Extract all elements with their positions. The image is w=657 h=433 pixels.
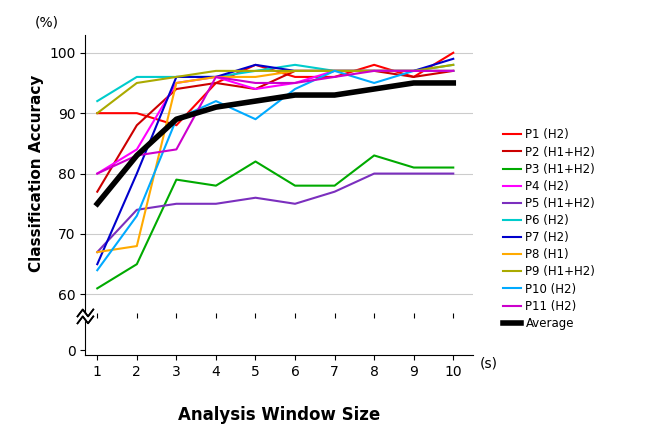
Legend: P1 (H2), P2 (H1+H2), P3 (H1+H2), P4 (H2), P5 (H1+H2), P6 (H2), P7 (H2), P8 (H1),: P1 (H2), P2 (H1+H2), P3 (H1+H2), P4 (H2)… (498, 124, 600, 335)
Text: (%): (%) (35, 15, 59, 29)
Text: (s): (s) (480, 356, 498, 371)
Text: Analysis Window Size: Analysis Window Size (178, 406, 380, 424)
Y-axis label: Classification Accuracy: Classification Accuracy (29, 75, 44, 272)
